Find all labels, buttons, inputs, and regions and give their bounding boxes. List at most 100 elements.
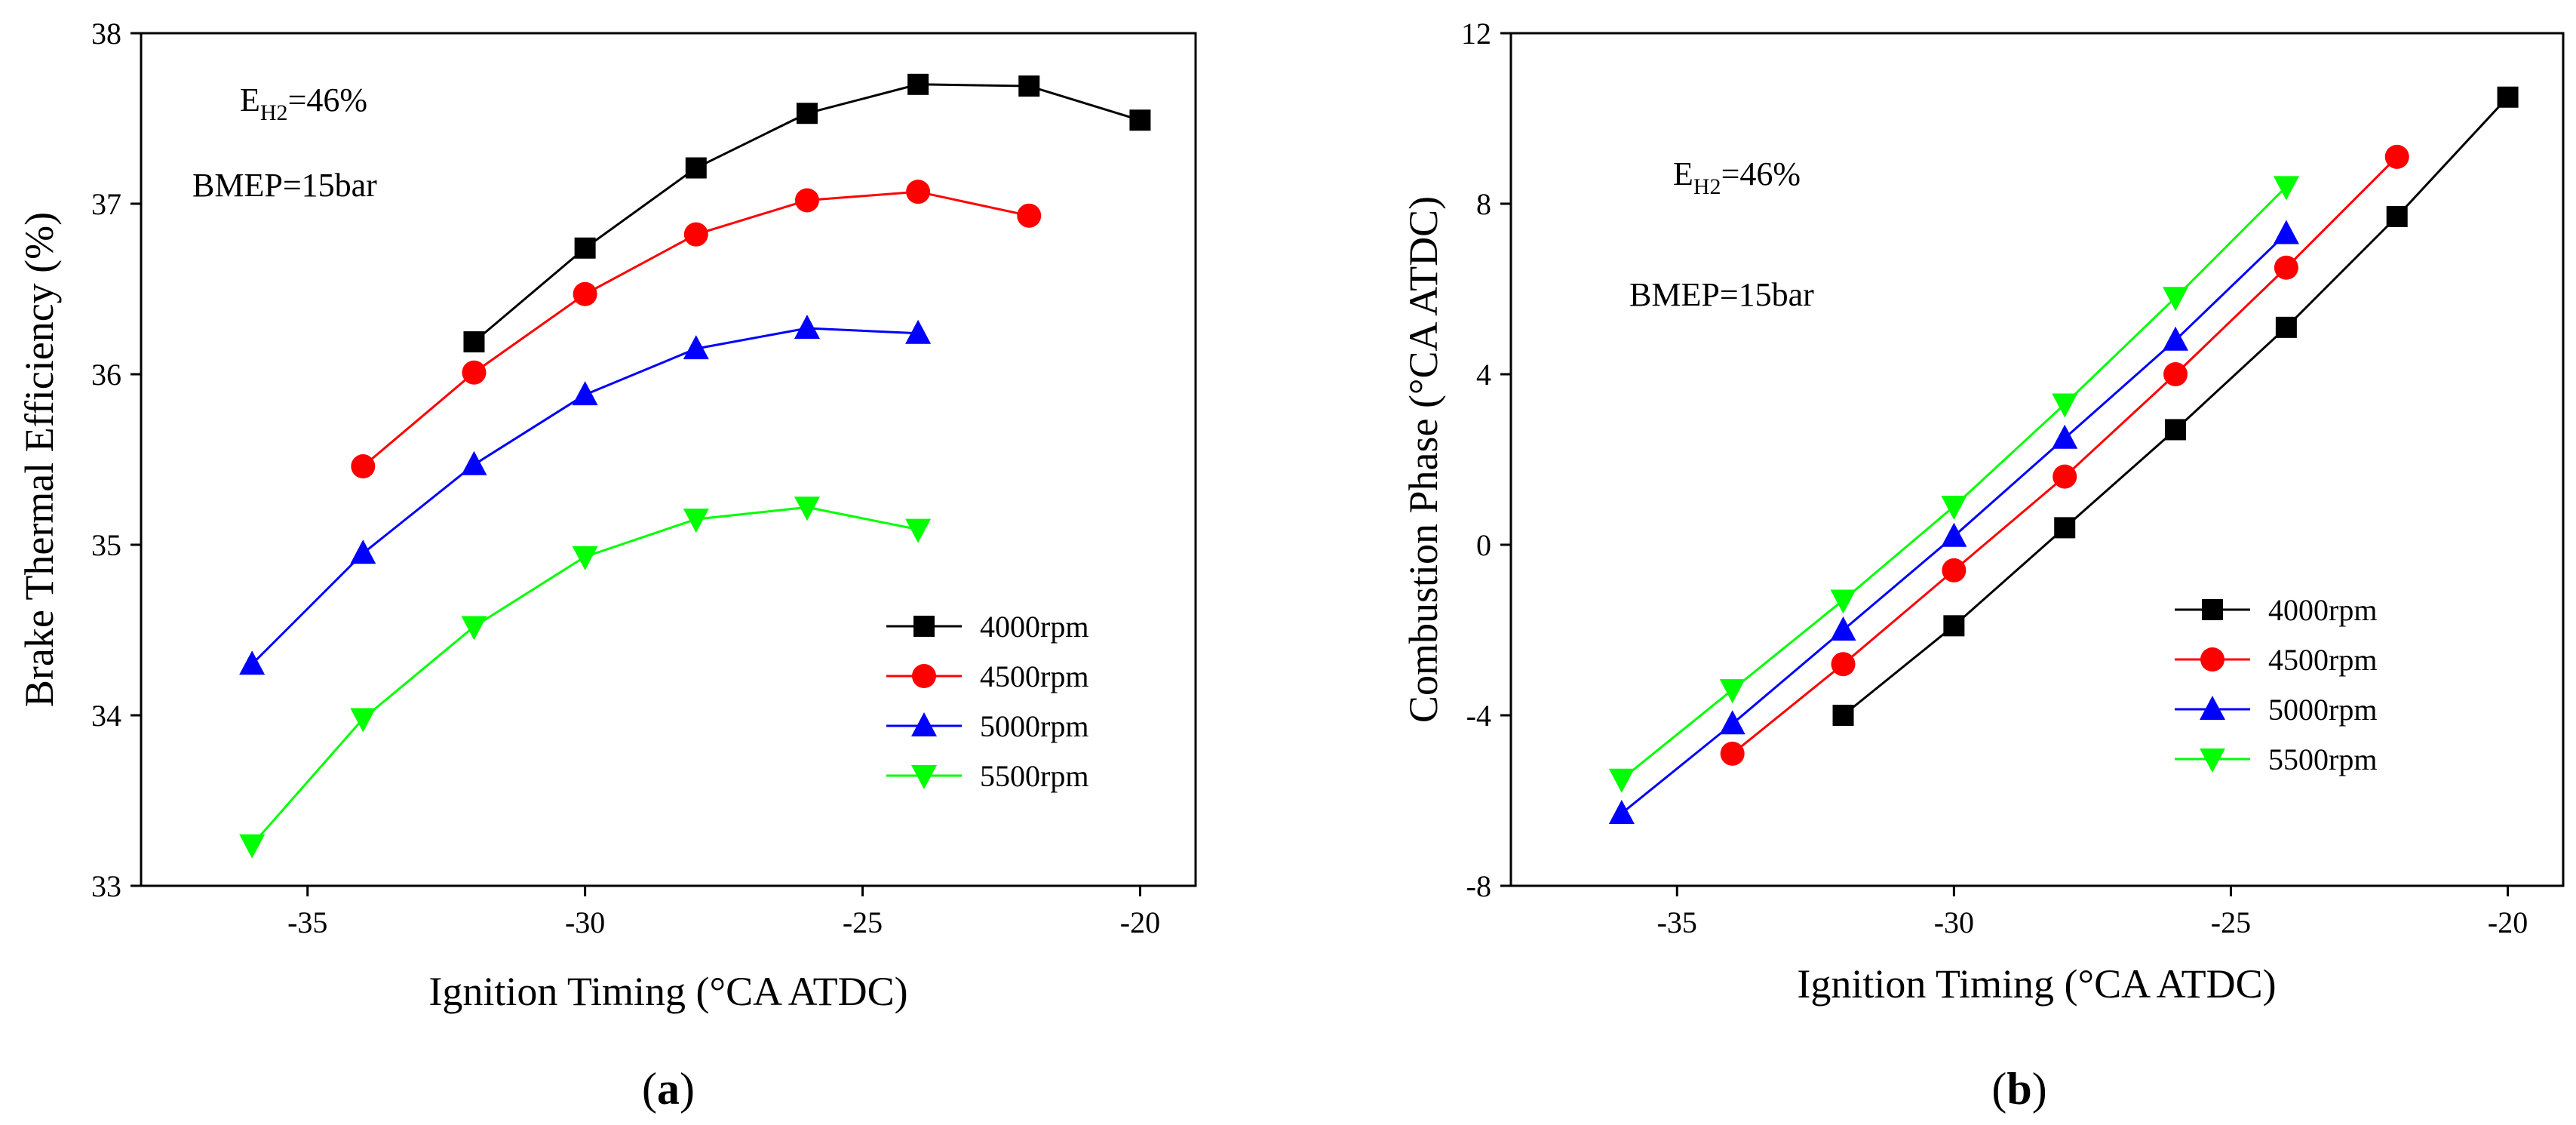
x-axis-title-a: Ignition Timing (°CA ATDC): [428, 969, 907, 1014]
annotation-eh2-sub-a: H2: [260, 100, 288, 125]
chart-panel-a: -35 -30 -25 -20 33 34 35 36 37 38 Ignition Timing…: [17, 17, 1197, 1114]
y-tick-label-a-2: 35: [91, 528, 121, 562]
series-group-a: [239, 73, 1151, 859]
x-tick-label-b-1: -30: [1934, 905, 1974, 939]
legend-marker-a-2: [911, 712, 937, 736]
series-line-a-5000rpm: [251, 327, 919, 665]
panel-letter-b: b: [2006, 1064, 2031, 1114]
data-point-a-4500rpm-2: [573, 281, 597, 306]
data-point-a-4000rpm-5: [1018, 75, 1040, 97]
data-point-b-5000rpm-4: [2052, 424, 2078, 449]
data-point-b-5500rpm-6: [2273, 176, 2299, 201]
data-point-a-5500rpm-1: [350, 708, 376, 733]
legend-marker-a-1: [912, 664, 936, 688]
legend-label-b-2: 5000rpm: [2268, 693, 2377, 727]
data-point-a-4000rpm-4: [907, 73, 929, 95]
y-axis-title-a: Brake Thermal Efficiency (%): [17, 212, 62, 707]
data-point-a-4500rpm-4: [794, 188, 819, 213]
data-point-a-5500rpm-0: [239, 834, 266, 859]
data-point-a-4000rpm-3: [796, 103, 818, 124]
annotation-eh2-rest-a: =46%: [288, 81, 367, 118]
data-point-a-5000rpm-5: [794, 314, 820, 339]
legend-marker-a-0: [913, 616, 935, 637]
data-point-b-5000rpm-3: [1941, 522, 1967, 547]
data-point-a-4500rpm-5: [906, 180, 931, 204]
legend-b: 4000rpm 4500rpm 5000rpm 5500rpm: [2175, 593, 2377, 776]
y-tick-label-b-1: -4: [1466, 699, 1491, 733]
legend-marker-b-1: [2200, 647, 2224, 672]
legend-label-b-1: 4500rpm: [2268, 643, 2377, 677]
x-tick-label-b-0: -35: [1657, 905, 1697, 939]
data-point-a-5000rpm-1: [350, 539, 376, 564]
data-point-b-4000rpm-1: [1943, 615, 1965, 637]
series-group-b: [1608, 86, 2519, 824]
annotation-eh2-rest-b: =46%: [1721, 155, 1801, 192]
legend-label-a-3: 5500rpm: [980, 759, 1088, 793]
legend-marker-b-2: [2200, 696, 2225, 720]
panel-label-b: (b): [1991, 1064, 2046, 1114]
data-point-a-5500rpm-2: [461, 616, 487, 641]
data-point-a-5000rpm-4: [683, 335, 709, 360]
data-point-a-4000rpm-2: [685, 157, 707, 179]
data-point-a-4000rpm-6: [1129, 109, 1151, 131]
y-tick-label-b-5: 12: [1461, 17, 1491, 51]
x-tick-label-a-1: -30: [565, 905, 605, 939]
legend-marker-b-3: [2200, 748, 2225, 773]
data-point-b-4500rpm-0: [1720, 741, 1745, 766]
panel-letter-a: a: [657, 1064, 680, 1114]
data-point-b-4000rpm-4: [2275, 316, 2297, 338]
annotation-bmep-b: BMEP=15bar: [1629, 276, 1814, 313]
data-point-b-5500rpm-1: [1719, 679, 1745, 704]
legend-label-b-3: 5500rpm: [2268, 742, 2377, 776]
data-point-b-4000rpm-5: [2386, 205, 2408, 227]
y-tick-label-a-3: 36: [91, 358, 121, 392]
plot-frame-a: [140, 32, 1197, 887]
data-point-b-4000rpm-6: [2497, 86, 2519, 108]
legend-a: 4000rpm 4500rpm 5000rpm 5500rpm: [886, 610, 1088, 793]
plot-frame-b: [1509, 32, 2565, 887]
data-point-a-5500rpm-3: [572, 546, 598, 570]
data-point-b-5500rpm-4: [2052, 393, 2078, 418]
x-tick-label-b-3: -20: [2488, 905, 2528, 939]
x-tick-label-a-3: -20: [1120, 905, 1160, 939]
data-point-b-4500rpm-2: [1942, 558, 1967, 582]
data-point-b-5000rpm-0: [1608, 799, 1635, 824]
panel-label-a: (a): [642, 1064, 695, 1114]
data-point-b-5500rpm-3: [1941, 496, 1967, 521]
y-tick-label-a-1: 34: [91, 699, 121, 733]
annotation-eh2-sub-b: H2: [1693, 174, 1721, 199]
x-tick-label-a-2: -25: [843, 905, 883, 939]
data-point-a-4000rpm-1: [574, 237, 596, 259]
series-line-b-4000rpm: [1842, 96, 2509, 717]
x-tick-label-b-2: -25: [2211, 905, 2251, 939]
y-axis-title-b: Combustion Phase (°CA ATDC): [1401, 196, 1446, 723]
legend-marker-a-3: [911, 765, 937, 789]
annotation-eh2-a: EH2=46%: [240, 81, 367, 125]
legend-label-a-0: 4000rpm: [980, 610, 1088, 644]
data-point-a-4500rpm-6: [1017, 203, 1042, 228]
y-tick-label-a-0: 33: [91, 869, 121, 903]
annotation-eh2-main-a: E: [240, 81, 260, 118]
data-point-b-5500rpm-0: [1608, 768, 1635, 793]
legend-marker-b-0: [2202, 599, 2223, 620]
y-tick-label-a-4: 37: [91, 187, 121, 221]
x-axis-title-b: Ignition Timing (°CA ATDC): [1797, 961, 2276, 1007]
annotation-eh2-main-b: E: [1673, 155, 1693, 192]
y-tick-label-b-2: 0: [1476, 528, 1491, 562]
x-tick-label-a-0: -35: [287, 905, 327, 939]
y-tick-label-b-4: 8: [1476, 187, 1491, 221]
y-tick-label-b-3: 4: [1476, 358, 1491, 392]
data-point-a-5000rpm-0: [239, 650, 266, 675]
data-point-a-5500rpm-6: [905, 518, 932, 543]
data-point-b-4500rpm-6: [2384, 144, 2409, 169]
annotation-eh2-b: EH2=46%: [1673, 155, 1801, 199]
data-point-b-5500rpm-5: [2163, 287, 2189, 312]
data-point-a-5000rpm-6: [905, 319, 932, 344]
data-point-b-5000rpm-6: [2273, 220, 2299, 244]
y-tick-label-a-5: 38: [91, 17, 121, 51]
data-point-b-5000rpm-1: [1719, 710, 1745, 735]
y-tick-label-b-0: -8: [1466, 869, 1491, 903]
legend-label-a-1: 4500rpm: [980, 659, 1088, 693]
data-point-b-5500rpm-2: [1830, 589, 1856, 614]
data-point-b-4000rpm-3: [2165, 419, 2187, 441]
